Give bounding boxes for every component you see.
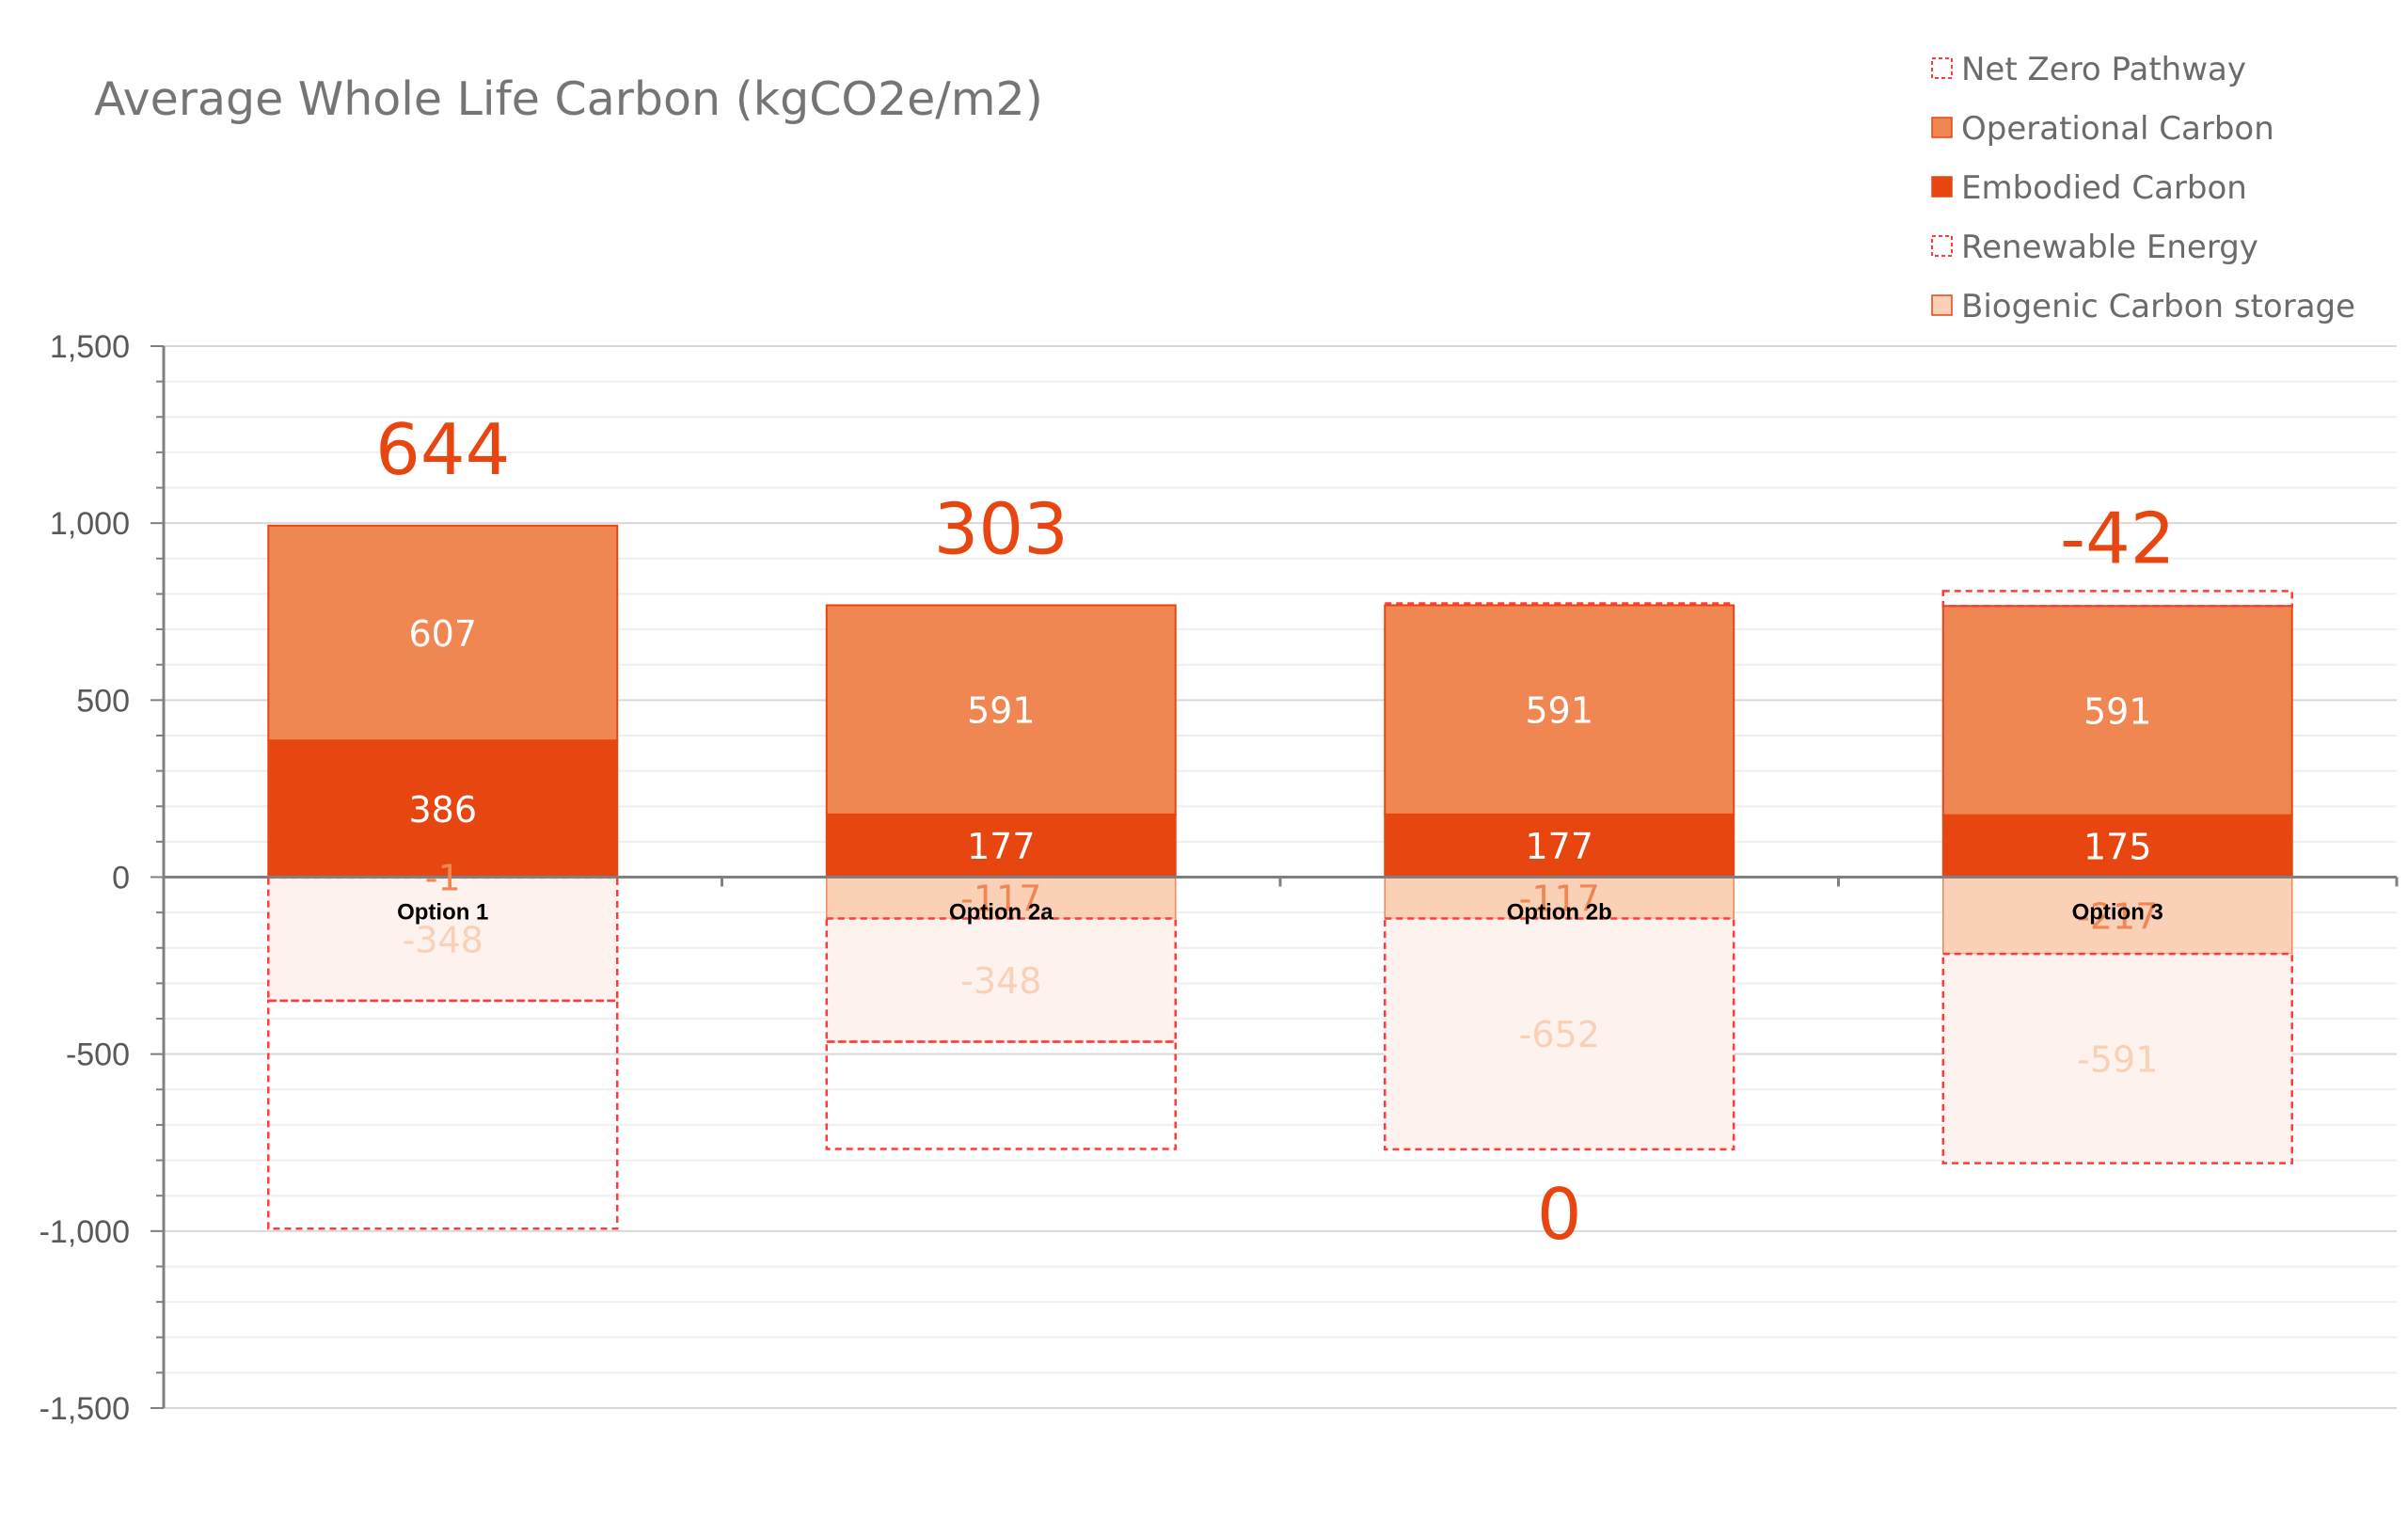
data-label-biogenic-carbon-storage: -117 — [1519, 879, 1600, 920]
legend-label: Operational Carbon — [1961, 110, 2274, 148]
bars — [267, 524, 2293, 1230]
legend-entry: Embodied Carbon — [1931, 169, 2247, 207]
bar-biogenic-carbon-storage — [826, 876, 1177, 920]
total-label: 303 — [934, 487, 1069, 570]
legend-entry: Biogenic Carbon storage — [1931, 288, 2355, 325]
legend-entry: Operational Carbon — [1931, 110, 2274, 148]
data-label-embodied-carbon: 177 — [967, 826, 1036, 867]
bar-net-zero-pathway — [825, 1040, 1177, 1150]
legend-label: Biogenic Carbon storage — [1961, 288, 2355, 325]
data-label-renewable-energy: -591 — [2077, 1038, 2158, 1080]
data-label-operational-carbon: 591 — [1525, 690, 1593, 732]
legend-swatch — [1931, 57, 1953, 79]
bar-embodied-carbon — [1941, 814, 2293, 879]
bar-renewable-energy — [1384, 917, 1735, 1151]
data-label-biogenic-carbon-storage: -1 — [425, 858, 461, 899]
legend-label: Embodied Carbon — [1961, 169, 2247, 207]
data-label-operational-carbon: 607 — [408, 613, 477, 655]
y-tick-label: -1,500 — [40, 1391, 130, 1427]
legend-entry: Net Zero Pathway — [1931, 51, 2246, 88]
legend-swatch — [1931, 235, 1953, 257]
y-tick-label: -500 — [66, 1037, 130, 1073]
y-tick-label: 0 — [112, 861, 130, 896]
x-category-label: Option 2b — [1507, 900, 1612, 926]
data-label-renewable-energy: -348 — [403, 919, 483, 960]
y-tick-label: 500 — [76, 683, 130, 719]
total-label: 644 — [375, 408, 510, 491]
data-label-operational-carbon: 591 — [2083, 690, 2152, 732]
legend-swatch — [1931, 117, 1953, 138]
bar-renewable-energy — [267, 876, 619, 1003]
data-label-biogenic-carbon-storage: -117 — [960, 879, 1041, 920]
bar-embodied-carbon — [267, 739, 619, 879]
data-label-renewable-energy: -348 — [960, 960, 1041, 1002]
data-labels: 386 607 -1 -348 644 177 591 -117 -348 303 177 591 -1… — [375, 408, 2175, 1256]
data-label-operational-carbon: 591 — [967, 690, 1036, 732]
y-tick-label: 1,500 — [50, 329, 130, 365]
bar-biogenic-carbon-storage — [1942, 876, 2293, 955]
bar-operational-carbon — [1941, 605, 2293, 816]
data-label-renewable-energy: -652 — [1519, 1014, 1600, 1055]
bar-embodied-carbon — [825, 813, 1177, 879]
legend-swatch — [1931, 176, 1953, 198]
legend-label: Renewable Energy — [1961, 229, 2258, 266]
data-label-embodied-carbon: 177 — [1525, 826, 1593, 867]
y-tick-label: -1,000 — [40, 1214, 130, 1250]
y-tick-label: 1,000 — [50, 506, 130, 542]
bar-operational-carbon — [267, 524, 619, 742]
bar-operational-carbon — [1384, 604, 1735, 815]
bar-operational-carbon — [825, 604, 1177, 815]
total-label: 0 — [1537, 1173, 1582, 1256]
data-label-embodied-carbon: 175 — [2083, 827, 2152, 868]
bar-net-zero-pathway — [267, 999, 619, 1230]
bar-renewable-energy — [1941, 952, 2293, 1164]
data-label-embodied-carbon: 386 — [408, 789, 477, 831]
legend-label: Net Zero Pathway — [1961, 51, 2246, 88]
bar-net-zero-pathway — [1941, 590, 2293, 608]
bar-renewable-energy — [825, 917, 1177, 1043]
x-category-label: Option 2a — [949, 900, 1054, 926]
data-label-biogenic-carbon-storage: -217 — [2077, 895, 2158, 937]
axes: 1,500 1,000 500 0 -500 -1,000 -1,500 — [40, 329, 2399, 1427]
x-category-label: Option 1 — [397, 900, 488, 926]
legend-entry: Renewable Energy — [1931, 229, 2258, 266]
legend: Net Zero Pathway Operational Carbon Embodi… — [1931, 51, 2355, 325]
x-category-label: Option 3 — [2072, 900, 2163, 926]
chart-title: Average Whole Life Carbon (kgCO2e/m2) — [94, 72, 1043, 126]
legend-swatch — [1931, 294, 1953, 316]
total-label: -42 — [2060, 497, 2176, 579]
